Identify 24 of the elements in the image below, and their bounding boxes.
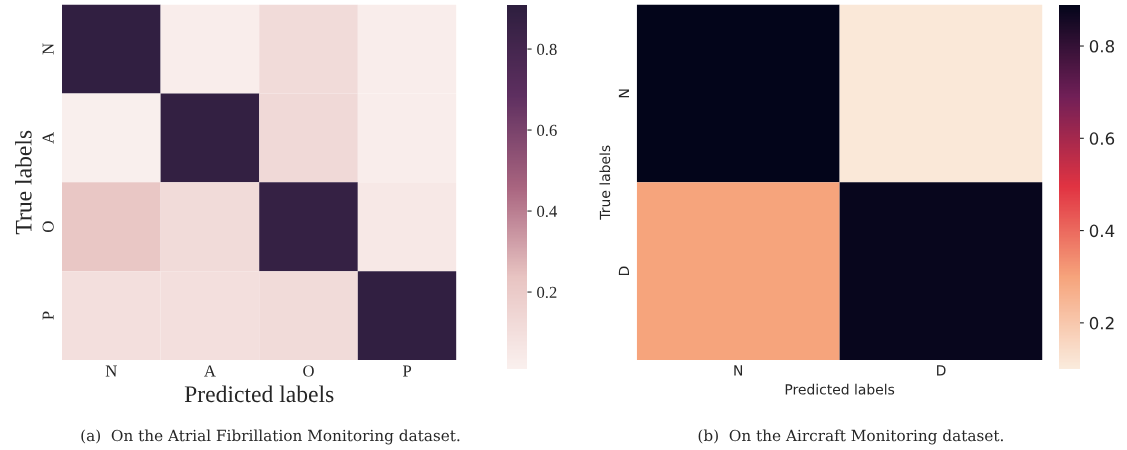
color-bar-label: 0.8	[1089, 39, 1115, 53]
text: (b) On the Aircraft Monitoring dataset.	[698, 429, 1003, 445]
x-tick-label: A	[204, 365, 216, 377]
x-tick-label: N	[734, 365, 743, 376]
color-bar-label: 0.6	[1089, 132, 1115, 145]
y-axis-title: True labels	[15, 130, 32, 235]
y-axis-title: True labels	[599, 145, 611, 220]
x-tick-label: N	[105, 365, 117, 377]
text: (a) On the Atrial Fibrillation Monitoring dataset.	[81, 429, 460, 445]
y-tick-label: O	[42, 221, 54, 233]
x-tick-label: O	[303, 365, 314, 377]
color-bar-label: 0.2	[537, 286, 557, 299]
color-bar-label: 0.4	[537, 205, 558, 218]
color-bar-label: 0.8	[537, 43, 557, 56]
x-tick-label: P	[402, 365, 412, 377]
color-bar-label: 0.4	[1089, 224, 1115, 238]
y-tick-label: P	[42, 311, 54, 320]
x-axis-title: Predicted labels	[184, 385, 334, 403]
y-tick-label: N	[42, 43, 54, 55]
y-tick-label: A	[42, 131, 54, 144]
x-axis-title: Predicted labels	[785, 383, 895, 395]
color-bar-label: 0.6	[537, 124, 557, 137]
color-bar-label: 0.2	[1089, 316, 1114, 330]
x-tick-label: D	[937, 365, 946, 376]
